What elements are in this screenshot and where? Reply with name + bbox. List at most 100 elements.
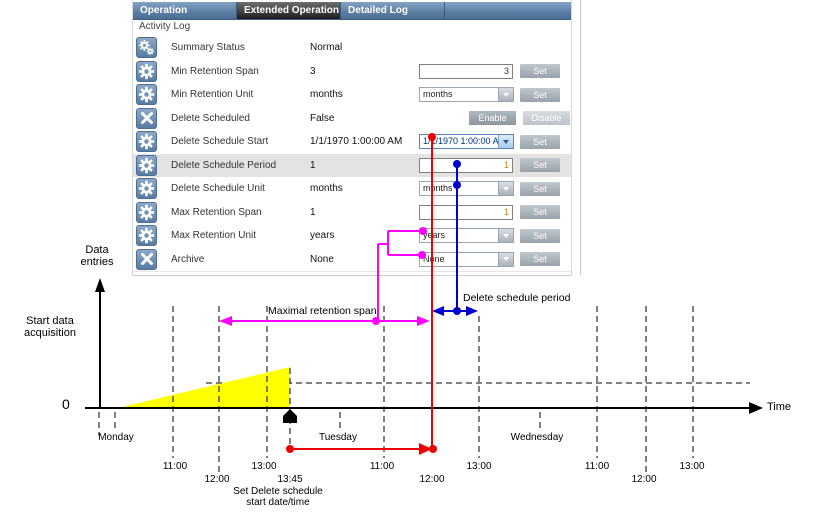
setting-label: Max Retention Span [171,206,262,218]
set-button[interactable]: Set [520,181,560,196]
set-button[interactable]: Set [520,158,560,172]
setting-row-delete-schedule-period[interactable]: Delete Schedule Period 1 Set [133,153,571,178]
gear-icon[interactable] [136,201,157,223]
setting-current-value: months [310,183,343,194]
y-axis-label: Data entries [80,244,114,268]
dropdown-button[interactable] [498,88,513,101]
data-growth-area [122,367,290,407]
tab-operation[interactable]: Operation [133,2,237,19]
hour-tick-label: 12:00 [631,474,657,485]
setting-row-max-retention-unit[interactable]: Max Retention Unit years years Set [133,224,571,249]
gear-icon[interactable] [136,60,157,82]
setting-label: Delete Schedule Period [171,159,277,171]
dropdown-button[interactable] [498,229,513,242]
gear-icon[interactable] [136,84,157,105]
setting-label: Min Retention Unit [171,89,254,100]
gears-icon[interactable] [136,37,157,58]
dropdown-button[interactable] [498,135,513,148]
chevron-down-icon [503,186,509,191]
setting-current-value: None [310,253,334,265]
hour-tick-label: 11:00 [584,461,610,472]
dropdown-button[interactable] [498,182,513,195]
setting-dropdown[interactable]: months [419,87,514,102]
max-span-right-arrowhead [417,316,430,326]
x-axis-label: Time [767,401,792,413]
setting-label: Archive [171,253,205,265]
hour-tick-label: 13:00 [679,461,705,472]
period-left-arrowhead [432,306,444,316]
setting-row-delete-scheduled[interactable]: Delete Scheduled False Enable Disable [133,106,571,131]
gear-icon[interactable] [136,225,157,246]
setting-row-delete-schedule-unit[interactable]: Delete Schedule Unit months months Set [133,177,571,202]
setting-row-delete-schedule-start[interactable]: Delete Schedule Start 1/1/1970 1:00:00 AM… [133,130,571,155]
setting-label: Delete Schedule Unit [171,183,265,194]
maximal-retention-span-label: Maximal retention span [268,305,377,317]
hour-tick-label: 12:00 [204,474,230,485]
setting-row-archive[interactable]: Archive None None Set [133,247,571,272]
tab-detailed-log[interactable]: Detailed Log [341,2,445,19]
setting-dropdown[interactable]: None [419,251,514,267]
chevron-down-icon [503,257,509,261]
dropdown-button[interactable] [498,252,513,266]
x-icon[interactable] [136,248,157,270]
dropdown-value: None [423,253,445,264]
disable-button[interactable]: Disable [523,111,570,125]
set-delete-schedule-note: Set Delete schedule start date/time [233,486,323,508]
chevron-down-icon [503,233,509,238]
setting-row-max-retention-span[interactable]: Max Retention Span 1 Set [133,200,571,225]
tab-bar: Operation Extended Operation Detailed Log [133,2,571,20]
setting-row-summary-status[interactable]: Summary Status Normal [133,36,571,61]
delete-schedule-period-label: Delete schedule period [463,292,571,304]
setting-current-value: 1 [310,206,316,218]
x-icon[interactable] [136,107,157,129]
gear-icon[interactable] [136,131,157,152]
set-button[interactable]: Set [520,64,560,78]
setting-label: Min Retention Span [171,65,259,77]
setting-current-value: 3 [310,65,316,77]
setting-input[interactable] [419,157,513,173]
hour-tick-label: 11:00 [369,461,395,472]
setting-current-value: False [310,112,335,124]
gear-icon[interactable] [136,178,157,199]
x-axis-arrowhead [749,402,763,414]
setting-current-value: 1 [310,159,316,171]
setting-current-value: Normal [310,42,343,53]
setting-input[interactable] [419,63,513,79]
set-button[interactable]: Set [520,205,560,219]
setting-dropdown[interactable]: years [419,228,514,243]
tab-extended-operation[interactable]: Extended Operation [237,2,341,19]
setting-dropdown[interactable]: months [419,181,514,196]
setting-label: Delete Schedule Start [171,136,269,147]
section-title: Activity Log [139,21,191,32]
chevron-down-icon [503,139,509,144]
set-button[interactable]: Set [520,252,560,266]
dropdown-value: months [423,89,453,99]
setting-current-value: years [310,230,335,241]
schedule-start-marker [283,409,297,423]
start-data-acquisition-label: Start data acquisition [24,315,76,339]
set-button[interactable]: Set [520,228,560,243]
origin-zero-label: 0 [62,396,70,412]
settings-panel: Operation Extended Operation Detailed Log … [132,0,572,276]
hour-tick-label: 13:00 [251,461,277,472]
setting-current-value: months [310,89,343,100]
day-label-monday: Monday [98,432,134,443]
schedule-start-arrowhead [419,443,432,455]
setting-row-min-retention-unit[interactable]: Min Retention Unit months months Set [133,83,571,108]
y-axis-arrowhead [95,278,105,292]
gear-icon[interactable] [136,154,157,176]
setting-label: Delete Scheduled [171,112,250,124]
set-button[interactable]: Set [520,87,560,102]
day-label-wednesday: Wednesday [510,432,564,443]
day-label-tuesday: Tuesday [319,432,357,443]
chevron-down-icon [503,92,509,97]
dropdown-value: 1/1/1970 1:00:00 AM [423,136,498,146]
setting-row-min-retention-span[interactable]: Min Retention Span 3 Set [133,59,571,84]
set-button[interactable]: Set [520,134,560,149]
dropdown-value: months [423,183,453,193]
hour-tick-label: 11:00 [162,461,188,472]
setting-dropdown[interactable]: 1/1/1970 1:00:00 AM [419,134,514,149]
enable-button[interactable]: Enable [469,111,516,125]
setting-input[interactable] [419,204,513,220]
